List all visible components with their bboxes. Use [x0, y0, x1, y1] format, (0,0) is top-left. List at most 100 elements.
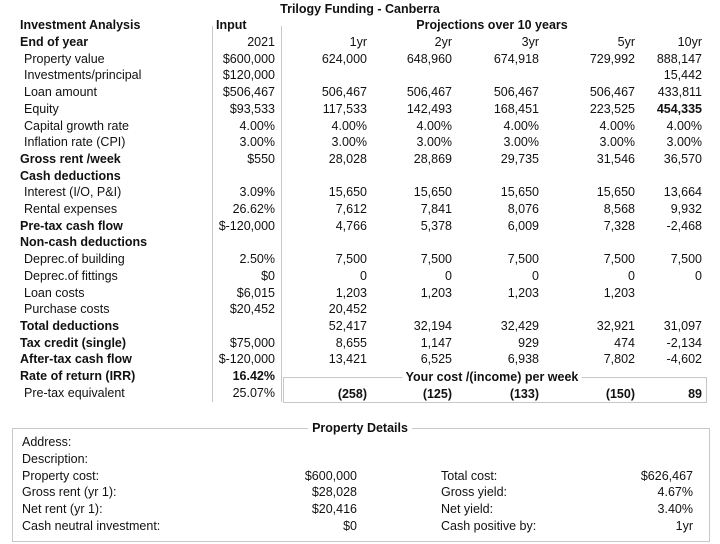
- input-value: 3.00%: [239, 135, 275, 150]
- row-label: Interest (I/O, P&I): [24, 185, 122, 200]
- projection-value: 29,735: [500, 151, 539, 166]
- detail-value: 4.67%: [657, 485, 693, 500]
- projection-value: 3.00%: [503, 135, 539, 150]
- projection-value: 624,000: [321, 51, 367, 66]
- row-label: Property value: [24, 51, 105, 66]
- row-label: Equity: [24, 101, 59, 116]
- projection-value: -4,602: [666, 352, 702, 367]
- header-label: Investment Analysis: [20, 18, 141, 32]
- detail-label: Net yield:: [441, 502, 494, 517]
- projection-value: 168,451: [493, 101, 539, 116]
- projection-value: 4.00%: [503, 118, 539, 133]
- projection-value: 5,378: [420, 218, 452, 233]
- detail-label: Cash neutral investment:: [22, 519, 161, 533]
- projection-value: 89: [688, 386, 702, 401]
- projection-value: 6,525: [420, 352, 452, 367]
- projection-value: 1,203: [420, 285, 452, 300]
- row-label: Deprec.of building: [24, 252, 125, 267]
- row-label: Cash deductions: [20, 168, 121, 183]
- row-label: After-tax cash flow: [20, 352, 132, 367]
- row-label: Pre-tax equivalent: [24, 385, 125, 400]
- projection-value: 4.00%: [599, 118, 635, 133]
- projection-value: 7,500: [420, 252, 452, 267]
- projection-value: 0: [360, 268, 367, 283]
- projection-value: 8,655: [335, 335, 367, 350]
- projection-value: 13,421: [328, 352, 367, 367]
- projection-value: 223,525: [589, 101, 635, 116]
- projection-value: 7,612: [335, 202, 367, 216]
- projection-value: 7,500: [603, 252, 635, 267]
- row-label: Tax credit (single): [20, 335, 127, 350]
- detail-label: Address:: [22, 435, 72, 449]
- row-label: Deprec.of fittings: [24, 268, 118, 283]
- projection-value: 3.00%: [416, 135, 452, 150]
- projection-value: 1,203: [507, 285, 539, 300]
- input-value: $0: [261, 268, 275, 283]
- projection-value: 15,442: [663, 68, 702, 83]
- projection-value: 6,009: [507, 218, 539, 233]
- row-label: Purchase costs: [24, 302, 110, 317]
- projection-value: 888,147: [656, 51, 702, 66]
- projection-value: 52,417: [328, 318, 367, 333]
- projection-value: 4.00%: [666, 118, 702, 133]
- projection-value: 729,992: [589, 51, 635, 66]
- row-label: Loan costs: [24, 285, 85, 300]
- projection-value: 4,766: [335, 218, 367, 233]
- projection-value: 1yr: [349, 35, 367, 49]
- projection-value: 1,203: [335, 285, 367, 300]
- row-label: Gross rent /week: [20, 151, 121, 166]
- input-value: $75,000: [229, 335, 275, 350]
- projection-value: 7,500: [670, 252, 702, 267]
- projection-value: 142,493: [406, 101, 452, 116]
- header-input: Input: [216, 18, 247, 32]
- projection-value: 0: [628, 268, 635, 283]
- projection-value: 7,841: [420, 202, 452, 216]
- projection-value: 15,650: [328, 185, 367, 200]
- projection-value: 506,467: [589, 85, 635, 100]
- projection-value: 3.00%: [331, 135, 367, 150]
- projection-value: 20,452: [328, 302, 367, 317]
- input-value: $20,452: [229, 302, 275, 317]
- projection-value: 2yr: [434, 35, 452, 49]
- projection-value: 1,203: [603, 285, 635, 300]
- row-label: Investments/principal: [24, 68, 142, 83]
- input-value: $-120,000: [218, 352, 275, 367]
- projection-value: 506,467: [493, 85, 539, 100]
- projection-value: 4.00%: [416, 118, 452, 133]
- projection-value: 433,811: [657, 85, 702, 100]
- projection-value: 8,076: [507, 202, 539, 216]
- input-value: 25.07%: [232, 385, 275, 400]
- projection-value: 5yr: [617, 35, 635, 49]
- weekly-title: Your cost /(income) per week: [402, 370, 582, 384]
- detail-value: 3.40%: [657, 502, 693, 517]
- detail-label: Gross yield:: [441, 485, 507, 500]
- row-label: Pre-tax cash flow: [20, 218, 123, 233]
- projection-value: 474: [614, 335, 635, 350]
- projection-value: -2,468: [666, 218, 702, 233]
- input-value: $506,467: [222, 85, 275, 100]
- projection-value: 32,921: [596, 318, 635, 333]
- row-label: Loan amount: [24, 85, 97, 100]
- row-label: Inflation rate (CPI): [24, 135, 126, 150]
- projection-value: -2,134: [666, 335, 702, 350]
- input-value: $120,000: [222, 68, 275, 83]
- projection-value: 454,335: [656, 101, 702, 116]
- projection-value: 8,568: [603, 202, 635, 216]
- input-value: $550: [247, 151, 275, 166]
- projection-value: 15,650: [500, 185, 539, 200]
- input-value: $-120,000: [218, 218, 275, 233]
- input-value: 26.62%: [232, 202, 275, 216]
- input-value: $93,533: [229, 101, 275, 116]
- projection-value: 9,932: [670, 202, 702, 216]
- row-label: Rate of return (IRR): [20, 369, 136, 383]
- projection-value: 4.00%: [331, 118, 367, 133]
- input-value: 16.42%: [232, 369, 275, 383]
- projection-value: 28,028: [328, 151, 367, 166]
- projection-value: 31,097: [663, 318, 702, 333]
- projection-value: 32,194: [413, 318, 452, 333]
- input-value: 4.00%: [239, 118, 275, 133]
- input-value: 2.50%: [239, 252, 275, 267]
- detail-value: $28,028: [311, 485, 357, 500]
- projection-value: 0: [532, 268, 539, 283]
